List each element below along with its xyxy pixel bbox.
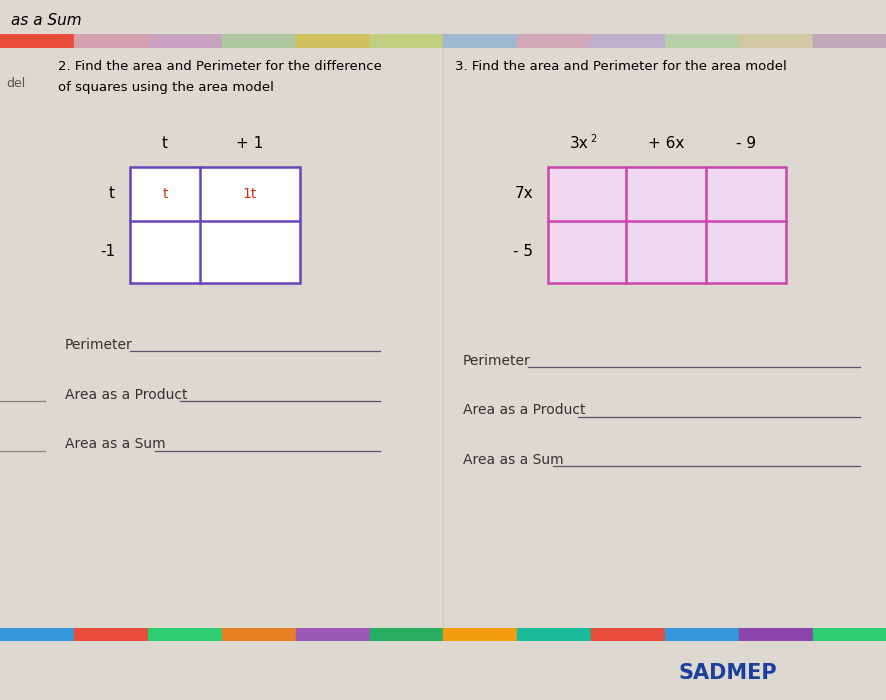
Text: 1t: 1t: [243, 187, 257, 201]
Text: + 1: + 1: [236, 136, 263, 151]
Text: Perimeter: Perimeter: [65, 338, 133, 352]
Bar: [148, 628, 222, 640]
Text: Area as a Product: Area as a Product: [462, 403, 585, 417]
Bar: [443, 34, 517, 48]
Bar: [517, 628, 591, 640]
Bar: [130, 167, 299, 283]
Bar: [369, 34, 443, 48]
Bar: [664, 628, 738, 640]
Text: of squares using the area model: of squares using the area model: [58, 80, 274, 94]
Text: Perimeter: Perimeter: [462, 354, 530, 368]
Bar: [517, 34, 591, 48]
Text: 3x: 3x: [569, 136, 587, 151]
Text: t: t: [162, 136, 167, 151]
Bar: [0, 628, 74, 640]
Text: -1: -1: [100, 244, 115, 259]
Bar: [148, 34, 222, 48]
Bar: [812, 34, 886, 48]
Text: t: t: [109, 186, 115, 201]
Text: 3. Find the area and Perimeter for the area model: 3. Find the area and Perimeter for the a…: [455, 60, 786, 73]
Text: SADMEP: SADMEP: [677, 663, 776, 683]
Text: Area as a Sum: Area as a Sum: [65, 438, 166, 452]
Bar: [74, 628, 148, 640]
Text: del: del: [6, 76, 25, 90]
Text: - 5: - 5: [512, 244, 532, 259]
Bar: [443, 628, 517, 640]
Bar: [222, 628, 295, 640]
Text: - 9: - 9: [735, 136, 755, 151]
Text: 7x: 7x: [514, 186, 532, 201]
Text: as a Sum: as a Sum: [11, 13, 82, 28]
Bar: [295, 628, 369, 640]
Bar: [74, 34, 148, 48]
Bar: [812, 628, 886, 640]
Text: Area as a Sum: Area as a Sum: [462, 453, 563, 467]
Text: + 6x: + 6x: [647, 136, 683, 151]
Text: 2: 2: [589, 134, 595, 144]
Text: Area as a Product: Area as a Product: [65, 388, 187, 402]
Bar: [369, 628, 443, 640]
Bar: [738, 34, 812, 48]
Bar: [591, 34, 664, 48]
Text: 2. Find the area and Perimeter for the difference: 2. Find the area and Perimeter for the d…: [58, 60, 382, 73]
Text: t: t: [162, 187, 167, 201]
Bar: [548, 167, 785, 283]
Bar: [0, 34, 74, 48]
Bar: [664, 34, 738, 48]
Bar: [738, 628, 812, 640]
Bar: [222, 34, 295, 48]
Bar: [295, 34, 369, 48]
Bar: [591, 628, 664, 640]
